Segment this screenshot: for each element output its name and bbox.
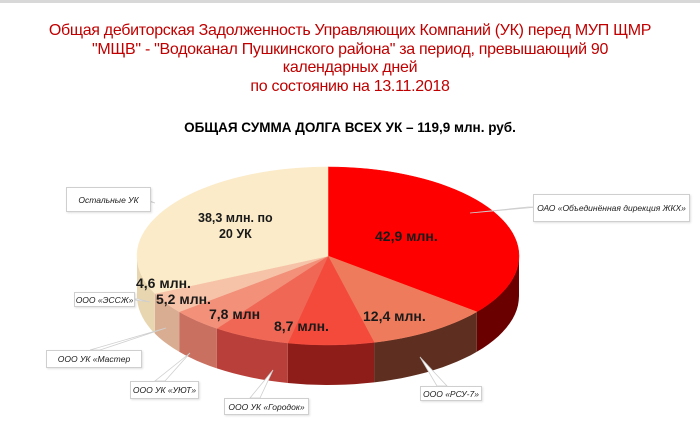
callout-essj: ООО «ЭССЖ» — [74, 292, 135, 307]
title-line-2: "МЩВ" - "Водоканал Пушкинского района" з… — [91, 40, 609, 58]
pie-slices — [136, 166, 520, 346]
callout-text: Остальные УК — [78, 194, 139, 205]
pie-slice-6 — [136, 166, 329, 294]
chart-title: ОБЩАЯ СУММА ДОЛГА ВСЕХ УК – 119,9 млн. р… — [184, 120, 516, 135]
callout-gorodok: ООО УК «Городок» — [224, 398, 309, 415]
pie-side-2 — [287, 342, 375, 385]
callout-ostalnye-uk: Остальные УК — [66, 187, 151, 212]
callout-master: ООО УК «Мастер — [46, 350, 142, 368]
callout-uyut: ООО УК «УЮТ» — [130, 381, 199, 399]
pie-side-0 — [476, 256, 519, 352]
value-label-line-1: 38,3 млн. по — [198, 211, 273, 225]
callout-text: ОАО «Объединённая дирекция ЖКХ» — [537, 203, 686, 213]
pie-slice-2 — [287, 255, 375, 346]
callout-text: ООО УК «Мастер — [57, 354, 131, 364]
value-label-ostalnye: 38,3 млн. по 20 УК — [198, 210, 273, 242]
title-line-1: Общая дебиторская Задолженность Управляю… — [48, 22, 652, 39]
pie-slice-4 — [178, 255, 329, 329]
pie-slice-1 — [327, 255, 478, 343]
pie-slice-3 — [216, 255, 329, 344]
pie-side-3 — [216, 328, 288, 383]
callout-obedinennaya-direktsiya: ОАО «Объединённая дирекция ЖКХ» — [533, 194, 690, 222]
value-label-gorodok: 8,7 млн. — [274, 318, 329, 334]
value-label-rsu-7: 12,4 млн. — [363, 308, 426, 324]
top-border — [0, 0, 700, 3]
value-label-essj: 4,6 млн. — [136, 275, 191, 291]
callout-text: ООО УК «Городок» — [228, 401, 305, 412]
title-line-3: календарных дней — [282, 59, 418, 76]
callout-pointer-4 — [89, 327, 167, 351]
callout-text: ООО УК «УЮТ» — [132, 385, 197, 395]
page-title: Общая дебиторская Задолженность Управляю… — [0, 22, 700, 96]
callout-pointer-3 — [153, 352, 191, 382]
pie-slice-0 — [327, 166, 520, 313]
title-line-4: по состоянию на 13.11.2018 — [250, 77, 450, 95]
pie-side-1 — [374, 311, 477, 383]
callout-text: ООО «ЭССЖ» — [75, 294, 134, 305]
callout-text: ООО «РСУ-7» — [423, 388, 479, 399]
pie-slice-5 — [154, 255, 329, 313]
value-label-master: 5,2 млн. — [156, 291, 211, 307]
callout-rsu-7: ООО «РСУ-7» — [420, 386, 482, 401]
value-label-line-2: 20 УК — [218, 227, 252, 241]
value-label-obedinennaya: 42,9 млн. — [375, 228, 438, 244]
value-label-uyut: 7,8 млн — [209, 306, 261, 322]
